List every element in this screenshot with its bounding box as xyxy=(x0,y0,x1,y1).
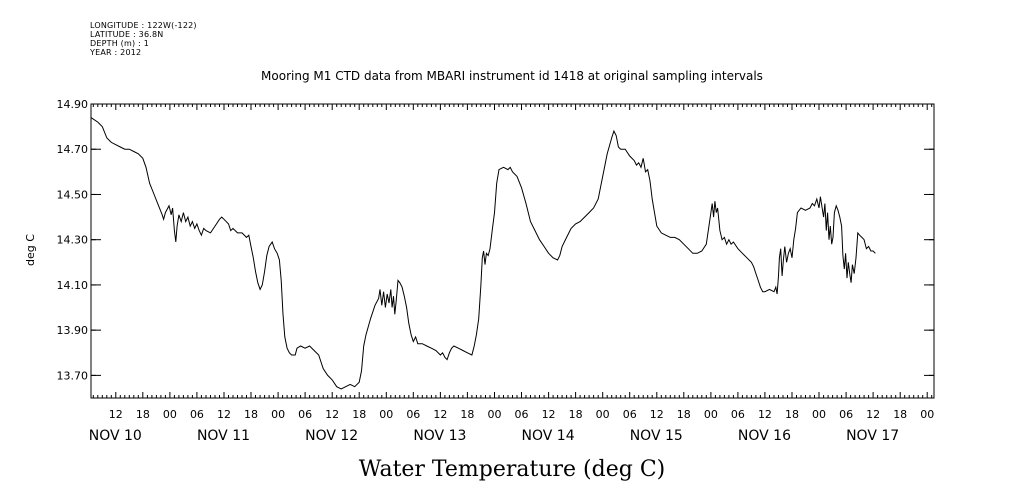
x-axis-label: Water Temperature (deg C) xyxy=(359,457,666,482)
y-axis: 13.70 13.90 14.10 14.30 14.50 14.70 14.90 xyxy=(57,98,934,382)
y-tick-label: 13.70 xyxy=(57,369,89,382)
x-hour-tick-label: 00 xyxy=(704,408,718,421)
y-tick-label: 14.10 xyxy=(57,279,89,292)
x-axis: 12 18 00 06 12 18 00 06 12 18 00 06 12 18 00 06 12 18 00 06… xyxy=(89,408,934,444)
year-label: YEAR : 2012 xyxy=(90,48,142,57)
x-hour-tick-label: 12 xyxy=(866,408,880,421)
x-hour-tick-label: 18 xyxy=(460,408,474,421)
metadata-block: LONGITUDE : 122W(-122) LATITUDE : 36.8N … xyxy=(90,21,197,57)
x-day-label: NOV 16 xyxy=(738,428,791,444)
x-hour-tick-label: 06 xyxy=(298,408,312,421)
x-hour-tick-label: 06 xyxy=(515,408,529,421)
x-hour-tick-label: 00 xyxy=(596,408,610,421)
x-hour-tick-label: 06 xyxy=(731,408,745,421)
x-hour-tick-label: 12 xyxy=(325,408,339,421)
x-hour-tick-label: 18 xyxy=(677,408,691,421)
x-hour-tick-label: 00 xyxy=(920,408,934,421)
x-day-label: NOV 14 xyxy=(522,428,575,444)
y-tick-label: 14.30 xyxy=(57,234,89,247)
temperature-series-line xyxy=(90,117,876,390)
latitude-label: LATITUDE : 36.8N xyxy=(90,30,164,39)
series-layer xyxy=(90,117,876,390)
hour-ticks xyxy=(92,104,933,398)
x-hour-tick-label: 00 xyxy=(379,408,393,421)
x-day-label: NOV 15 xyxy=(630,428,683,444)
x-hour-tick-label: 06 xyxy=(623,408,637,421)
x-hour-tick-label: 06 xyxy=(839,408,853,421)
x-hour-tick-label: 18 xyxy=(569,408,583,421)
x-hour-tick-label: 18 xyxy=(136,408,150,421)
y-tick-label: 14.50 xyxy=(57,188,89,201)
x-hour-tick-label: 12 xyxy=(542,408,556,421)
y-axis-label: deg C xyxy=(24,234,37,266)
longitude-label: LONGITUDE : 122W(-122) xyxy=(90,21,197,30)
x-hour-tick-label: 18 xyxy=(893,408,907,421)
x-day-label: NOV 10 xyxy=(89,428,142,444)
x-hour-tick-label: 12 xyxy=(217,408,231,421)
minor-ticks xyxy=(92,104,933,398)
x-hour-tick-label: 06 xyxy=(406,408,420,421)
x-hour-tick-label: 00 xyxy=(812,408,826,421)
x-day-label: NOV 17 xyxy=(846,428,899,444)
x-hour-tick-label: 00 xyxy=(487,408,501,421)
x-hour-tick-label: 12 xyxy=(109,408,123,421)
y-tick-label: 14.70 xyxy=(57,143,89,156)
y-tick-label: 13.90 xyxy=(57,324,89,337)
chart-title: Mooring M1 CTD data from MBARI instrumen… xyxy=(261,69,763,83)
plot-border xyxy=(90,103,935,399)
x-hour-tick-label: 18 xyxy=(244,408,258,421)
x-hour-tick-label: 18 xyxy=(352,408,366,421)
plot-frame xyxy=(90,103,935,399)
x-day-label: NOV 11 xyxy=(197,428,250,444)
x-hour-tick-label: 12 xyxy=(650,408,664,421)
x-hour-tick-label: 12 xyxy=(758,408,772,421)
x-hour-tick-label: 06 xyxy=(190,408,204,421)
x-hour-tick-label: 12 xyxy=(433,408,447,421)
x-day-label: NOV 13 xyxy=(413,428,466,444)
y-tick-label: 14.90 xyxy=(57,98,89,111)
x-day-label: NOV 12 xyxy=(305,428,358,444)
x-hour-tick-label: 00 xyxy=(271,408,285,421)
x-hour-tick-label: 00 xyxy=(163,408,177,421)
depth-label: DEPTH (m) : 1 xyxy=(90,39,149,48)
x-hour-tick-label: 18 xyxy=(785,408,799,421)
